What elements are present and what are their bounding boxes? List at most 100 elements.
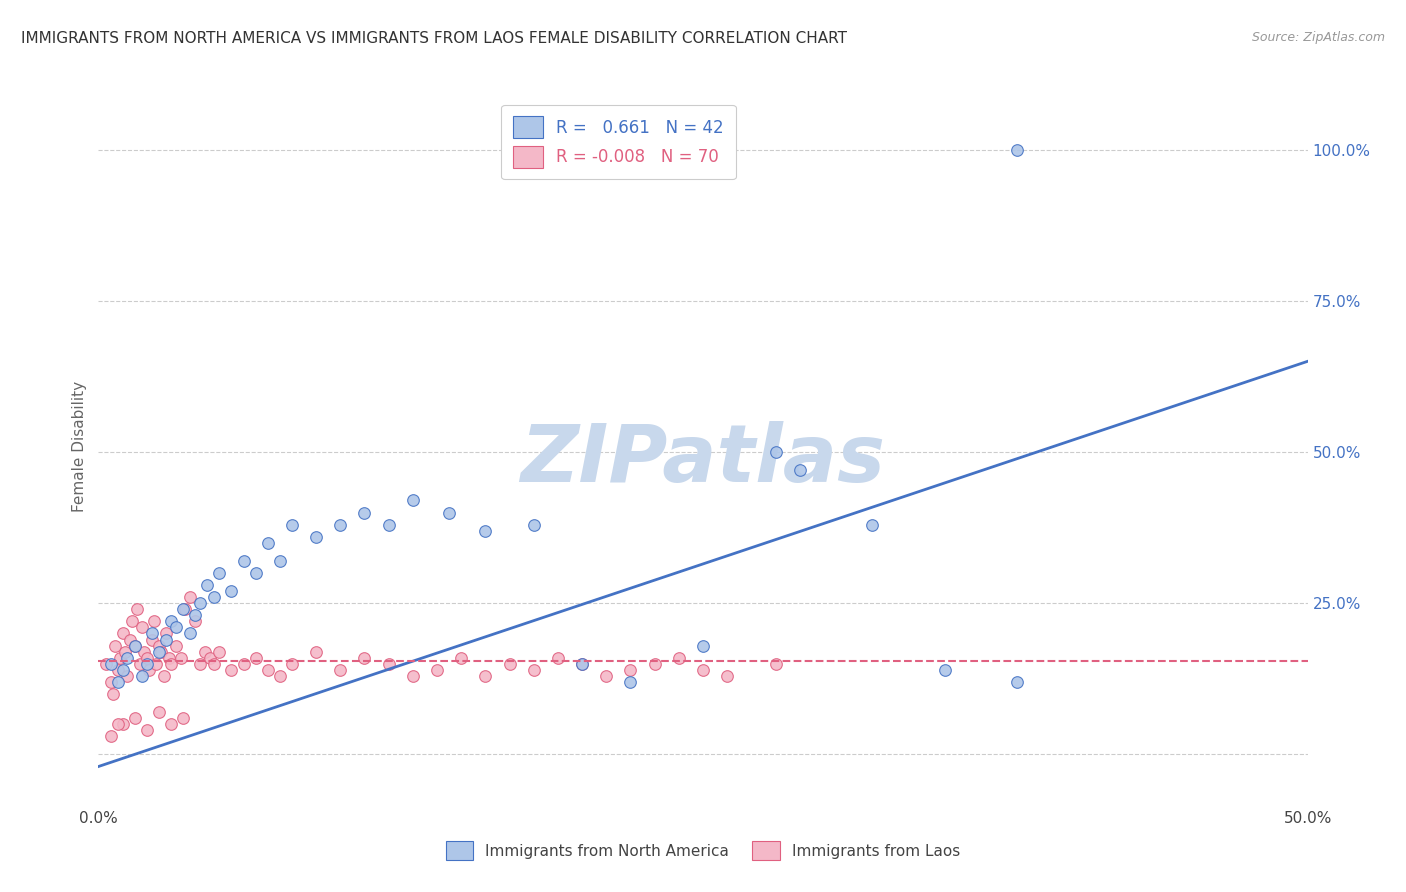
Point: [692, 663, 714, 677]
Point: [184, 615, 207, 629]
Point: [204, 590, 226, 604]
Point: [619, 674, 641, 689]
Point: [124, 639, 146, 653]
Point: [94, 657, 117, 671]
Point: [150, 645, 173, 659]
Point: [860, 517, 883, 532]
Point: [1007, 674, 1029, 689]
Point: [353, 506, 375, 520]
Point: [208, 645, 231, 659]
Point: [111, 717, 134, 731]
Point: [208, 566, 231, 580]
Point: [188, 596, 211, 610]
Point: [172, 711, 194, 725]
Point: [108, 650, 131, 665]
Point: [124, 711, 146, 725]
Point: [245, 650, 267, 665]
Point: [789, 463, 811, 477]
Point: [155, 632, 177, 647]
Text: ZIPatlas: ZIPatlas: [520, 421, 886, 500]
Point: [141, 632, 163, 647]
Point: [523, 517, 546, 532]
Point: [100, 674, 122, 689]
Point: [165, 620, 187, 634]
Text: IMMIGRANTS FROM NORTH AMERICA VS IMMIGRANTS FROM LAOS FEMALE DISABILITY CORRELAT: IMMIGRANTS FROM NORTH AMERICA VS IMMIGRA…: [21, 31, 846, 46]
Point: [135, 723, 157, 738]
Point: [245, 566, 267, 580]
Point: [204, 657, 226, 671]
Point: [571, 657, 593, 671]
Point: [437, 506, 460, 520]
Point: [148, 705, 170, 719]
Point: [111, 663, 134, 677]
Point: [547, 650, 569, 665]
Point: [127, 602, 149, 616]
Point: [426, 663, 449, 677]
Point: [329, 663, 352, 677]
Point: [474, 669, 496, 683]
Point: [179, 590, 201, 604]
Point: [269, 554, 291, 568]
Point: [134, 645, 156, 659]
Point: [402, 669, 425, 683]
Point: [377, 657, 399, 671]
Point: [160, 657, 183, 671]
Point: [101, 687, 124, 701]
Point: [138, 663, 160, 677]
Point: [174, 602, 197, 616]
Point: [716, 669, 738, 683]
Point: [232, 554, 254, 568]
Point: [221, 584, 243, 599]
Point: [194, 645, 217, 659]
Text: Source: ZipAtlas.com: Source: ZipAtlas.com: [1251, 31, 1385, 45]
Point: [269, 669, 291, 683]
Point: [198, 650, 221, 665]
Point: [157, 650, 180, 665]
Point: [377, 517, 399, 532]
Point: [498, 657, 520, 671]
Point: [152, 669, 174, 683]
Point: [765, 657, 787, 671]
Point: [169, 650, 191, 665]
Point: [179, 626, 201, 640]
Point: [595, 669, 617, 683]
Point: [160, 615, 183, 629]
Point: [523, 663, 546, 677]
Point: [131, 620, 153, 634]
Point: [107, 717, 129, 731]
Point: [184, 608, 207, 623]
Point: [143, 615, 166, 629]
Point: [668, 650, 690, 665]
Point: [117, 650, 139, 665]
Legend: Immigrants from North America, Immigrants from Laos: Immigrants from North America, Immigrant…: [440, 835, 966, 866]
Point: [141, 626, 163, 640]
Point: [305, 645, 328, 659]
Point: [135, 650, 157, 665]
Point: [155, 626, 177, 640]
Point: [100, 729, 122, 743]
Point: [402, 493, 425, 508]
Point: [165, 639, 187, 653]
Point: [111, 626, 134, 640]
Point: [232, 657, 254, 671]
Point: [450, 650, 472, 665]
Point: [160, 717, 183, 731]
Point: [305, 530, 328, 544]
Point: [107, 674, 129, 689]
Point: [353, 650, 375, 665]
Point: [256, 663, 278, 677]
Point: [131, 669, 153, 683]
Point: [571, 657, 593, 671]
Point: [474, 524, 496, 538]
Point: [644, 657, 666, 671]
Point: [118, 632, 141, 647]
Point: [107, 663, 129, 677]
Point: [329, 517, 352, 532]
Point: [934, 663, 956, 677]
Point: [195, 578, 218, 592]
Point: [188, 657, 211, 671]
Point: [117, 669, 139, 683]
Point: [135, 657, 157, 671]
Point: [128, 657, 150, 671]
Point: [100, 657, 122, 671]
